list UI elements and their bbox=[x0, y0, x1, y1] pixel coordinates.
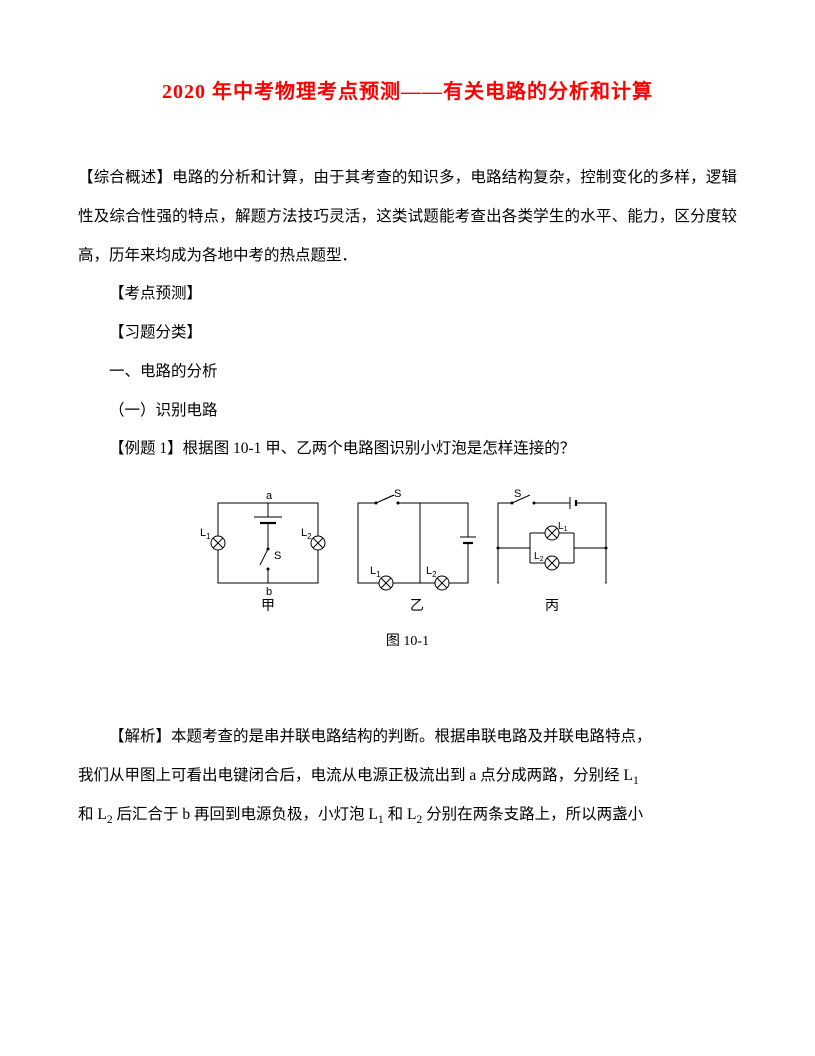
analysis-text-2e: 分别在两条支路上，所以两盏小 bbox=[422, 806, 643, 823]
label-s-bing: S bbox=[514, 488, 521, 500]
circuit-diagrams-svg: a b S L1 L2 甲 bbox=[198, 487, 618, 622]
caption-yi: 乙 bbox=[410, 598, 424, 614]
section-one-heading: 一、电路的分析 bbox=[78, 353, 737, 392]
label-a: a bbox=[266, 490, 273, 502]
circuit-jia: a b S L1 L2 甲 bbox=[200, 490, 325, 614]
analysis-text-2d: 和 L bbox=[384, 806, 417, 823]
page-title: 2020 年中考物理考点预测――有关电路的分析和计算 bbox=[78, 75, 737, 104]
circuit-yi: S L1 L2 乙 bbox=[358, 488, 476, 614]
analysis-text-2c: 后汇合于 b 再回到电源负极，小灯泡 L bbox=[113, 806, 378, 823]
analysis-line-2: 我们从甲图上可看出电键闭合后，电流从电源正极流出到 a 点分成两路，分别经 L1 bbox=[78, 757, 737, 796]
label-l2-bing: L2 bbox=[534, 551, 544, 563]
caption-bing: 丙 bbox=[545, 599, 559, 614]
label-s-jia: S bbox=[274, 550, 281, 562]
example-1-question: 【例题 1】根据图 10-1 甲、乙两个电路图识别小灯泡是怎样连接的？ bbox=[78, 430, 737, 469]
label-b: b bbox=[266, 586, 272, 598]
figure-caption: 图 10-1 bbox=[198, 630, 618, 650]
caption-jia: 甲 bbox=[261, 599, 275, 614]
label-l2-yi: L2 bbox=[426, 565, 437, 579]
analysis-text-1: 【解析】本题考查的是串并联电路结构的判断。根据串联电路及并联电路特点， bbox=[109, 728, 652, 745]
sub-1a: 1 bbox=[633, 774, 639, 787]
label-l1-yi: L1 bbox=[370, 565, 381, 579]
section-kaodian: 【考点预测】 bbox=[78, 275, 737, 314]
section-1-1-heading: （一）识别电路 bbox=[78, 392, 737, 431]
label-s-yi: S bbox=[394, 488, 401, 500]
label-l2-jia: L2 bbox=[301, 527, 312, 541]
label-l1-bing: L1 bbox=[558, 521, 568, 533]
analysis-line-3: 和 L2 后汇合于 b 再回到电源负极，小灯泡 L1 和 L2 分别在两条支路上… bbox=[78, 796, 737, 835]
overview-paragraph: 【综合概述】电路的分析和计算，由于其考查的知识多，电路结构复杂，控制变化的多样，… bbox=[78, 159, 737, 275]
label-l1-jia: L1 bbox=[200, 527, 211, 541]
section-xiti: 【习题分类】 bbox=[78, 314, 737, 353]
analysis-text-2a: 我们从甲图上可看出电键闭合后，电流从电源正极流出到 a 点分成两路，分别经 L bbox=[78, 767, 633, 784]
circuit-bing: S L1 L2 丙 bbox=[496, 488, 607, 614]
figure-10-1: a b S L1 L2 甲 bbox=[198, 487, 618, 650]
analysis-para: 【解析】本题考查的是串并联电路结构的判断。根据串联电路及并联电路特点， bbox=[78, 718, 737, 757]
analysis-text-2b: 和 L bbox=[78, 806, 107, 823]
